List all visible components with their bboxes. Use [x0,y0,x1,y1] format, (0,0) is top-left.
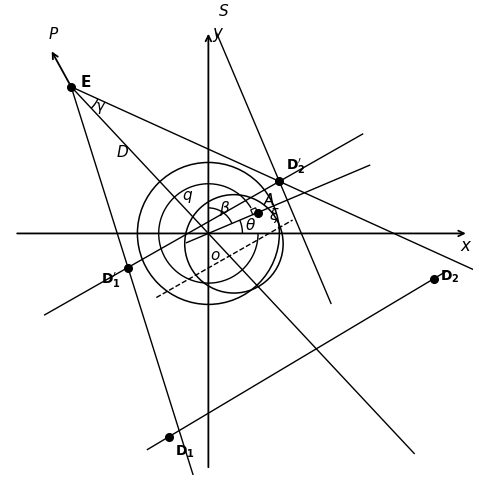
Text: y: y [213,24,223,42]
Text: o: o [210,248,220,262]
Text: $\mathbf{D_1}$: $\mathbf{D_1}$ [175,444,195,460]
Text: P: P [49,28,58,42]
Text: E: E [81,76,91,90]
Text: D: D [117,145,128,160]
Text: $\beta$: $\beta$ [219,198,231,218]
Text: S: S [219,4,228,20]
Text: A: A [264,193,275,208]
Text: $\xi$: $\xi$ [269,206,279,225]
Text: $\mathbf{D_2^{\prime}}$: $\mathbf{D_2^{\prime}}$ [286,156,306,176]
Text: $\theta$: $\theta$ [244,217,256,233]
Text: x: x [461,236,471,254]
Text: $\mathbf{D_1^{\prime}}$: $\mathbf{D_1^{\prime}}$ [100,272,120,290]
Text: $\gamma$: $\gamma$ [95,100,106,116]
Text: $\mathbf{D_2}$: $\mathbf{D_2}$ [440,269,460,285]
Text: q: q [183,188,192,203]
